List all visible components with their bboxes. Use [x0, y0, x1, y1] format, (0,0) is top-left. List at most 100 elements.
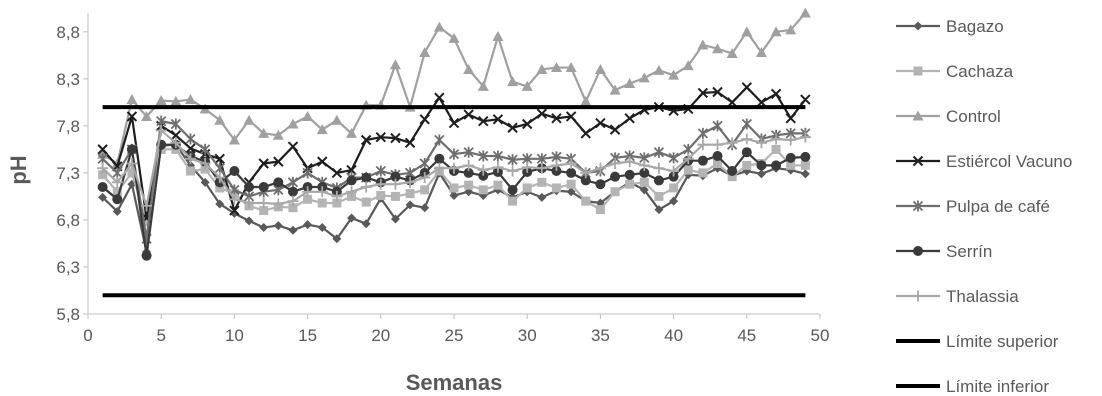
- data-point-estiercol-vacuno: [624, 113, 635, 124]
- legend-label: Límite superior: [946, 332, 1059, 351]
- data-point-thalassia: [258, 197, 270, 209]
- data-point-estiercol-vacuno: [214, 153, 225, 165]
- data-point-serrin: [580, 175, 591, 186]
- data-point-bagazo: [756, 169, 766, 179]
- data-point-pulpa-de-cafe: [185, 133, 196, 145]
- y-tick-label: 8,8: [56, 23, 80, 42]
- series-group: [97, 7, 811, 261]
- data-point-estiercol-vacuno: [97, 144, 108, 155]
- data-point-serrin: [639, 167, 650, 178]
- data-point-pulpa-de-cafe: [536, 153, 547, 165]
- data-point-control: [741, 26, 753, 37]
- data-point-cachaza: [142, 217, 152, 227]
- data-point-serrin: [112, 194, 123, 205]
- data-point-cachaza: [185, 166, 195, 176]
- data-point-bagazo: [303, 220, 313, 230]
- x-tick-label: 25: [445, 326, 464, 345]
- data-point-control: [141, 110, 153, 121]
- data-point-cachaza: [464, 180, 474, 190]
- data-point-thalassia: [799, 131, 811, 143]
- data-point-estiercol-vacuno: [536, 108, 548, 119]
- data-point-cachaza: [200, 164, 210, 174]
- data-point-thalassia: [624, 156, 636, 168]
- data-point-pulpa-de-cafe: [448, 148, 460, 160]
- data-point-serrin: [361, 172, 372, 183]
- data-point-control: [155, 94, 167, 105]
- data-point-serrin: [712, 150, 723, 161]
- data-point-bagazo: [361, 219, 371, 229]
- data-point-thalassia: [389, 178, 401, 190]
- data-point-control: [448, 32, 460, 43]
- data-point-estiercol-vacuno: [595, 117, 606, 129]
- data-point-thalassia: [550, 159, 562, 171]
- data-point-cachaza: [669, 183, 679, 193]
- data-point-control: [258, 127, 270, 138]
- legend-item-cachaza: Cachaza: [896, 62, 1014, 81]
- data-point-control: [433, 21, 445, 32]
- legend-label: Cachaza: [946, 62, 1014, 81]
- data-point-bagazo: [98, 192, 108, 202]
- data-point-serrin: [741, 147, 752, 158]
- data-point-cachaza: [303, 194, 313, 204]
- data-point-control: [477, 80, 489, 91]
- data-point-cachaza: [259, 206, 269, 216]
- data-point-thalassia: [463, 159, 475, 171]
- data-point-pulpa-de-cafe: [112, 167, 123, 179]
- data-point-cachaza: [522, 183, 532, 193]
- data-point-bagazo: [112, 206, 122, 216]
- data-point-estiercol-vacuno: [331, 167, 343, 179]
- data-point-bagazo: [390, 214, 400, 224]
- data-point-thalassia: [697, 139, 709, 151]
- data-point-serrin: [390, 171, 401, 182]
- data-point-serrin: [610, 171, 621, 182]
- data-point-estiercol-vacuno: [580, 128, 591, 139]
- data-point-cachaza: [288, 203, 298, 213]
- data-point-serrin: [126, 144, 137, 155]
- data-point-control: [463, 63, 475, 74]
- legend-label: Límite inferior: [946, 377, 1049, 396]
- legend-marker: [913, 66, 923, 76]
- data-point-estiercol-vacuno: [478, 115, 489, 127]
- legend-marker: [913, 246, 923, 256]
- data-point-cachaza: [405, 189, 415, 199]
- data-point-control: [346, 127, 358, 138]
- data-point-pulpa-de-cafe: [683, 143, 694, 155]
- y-tick-label: 6,3: [56, 258, 80, 277]
- data-point-thalassia: [404, 176, 416, 188]
- data-point-estiercol-vacuno: [375, 131, 387, 143]
- legend-marker: [912, 290, 924, 302]
- y-tick-label: 6,8: [56, 211, 80, 230]
- data-point-bagazo: [800, 169, 810, 179]
- data-point-estiercol-vacuno: [346, 164, 357, 176]
- data-point-cachaza: [639, 177, 649, 187]
- y-axis-title: pH: [6, 155, 31, 184]
- x-tick-label: 30: [518, 326, 537, 345]
- data-point-bagazo: [332, 234, 342, 244]
- data-point-control: [243, 114, 255, 125]
- data-point-cachaza: [581, 196, 591, 206]
- data-point-serrin: [273, 177, 284, 188]
- data-point-estiercol-vacuno: [419, 114, 430, 125]
- data-point-cachaza: [683, 165, 693, 175]
- data-point-thalassia: [228, 193, 240, 205]
- data-point-serrin: [800, 151, 811, 162]
- data-point-pulpa-de-cafe: [229, 184, 240, 196]
- data-point-pulpa-de-cafe: [434, 134, 445, 146]
- data-point-thalassia: [448, 162, 460, 174]
- data-point-thalassia: [668, 165, 680, 177]
- data-point-cachaza: [595, 205, 605, 215]
- data-point-control: [507, 76, 519, 87]
- data-point-cachaza: [493, 180, 503, 190]
- data-point-cachaza: [551, 183, 561, 193]
- legend-label: Pulpa de café: [946, 197, 1050, 216]
- data-point-control: [228, 134, 240, 145]
- data-point-cachaza: [610, 187, 620, 197]
- data-point-pulpa-de-cafe: [419, 158, 430, 169]
- legend-label: Estiércol Vacuno: [946, 152, 1072, 171]
- data-point-cachaza: [625, 179, 635, 189]
- data-point-bagazo: [229, 208, 239, 218]
- x-tick-label: 15: [298, 326, 317, 345]
- data-point-pulpa-de-cafe: [492, 150, 504, 162]
- data-point-thalassia: [770, 133, 782, 145]
- data-point-control: [389, 59, 401, 70]
